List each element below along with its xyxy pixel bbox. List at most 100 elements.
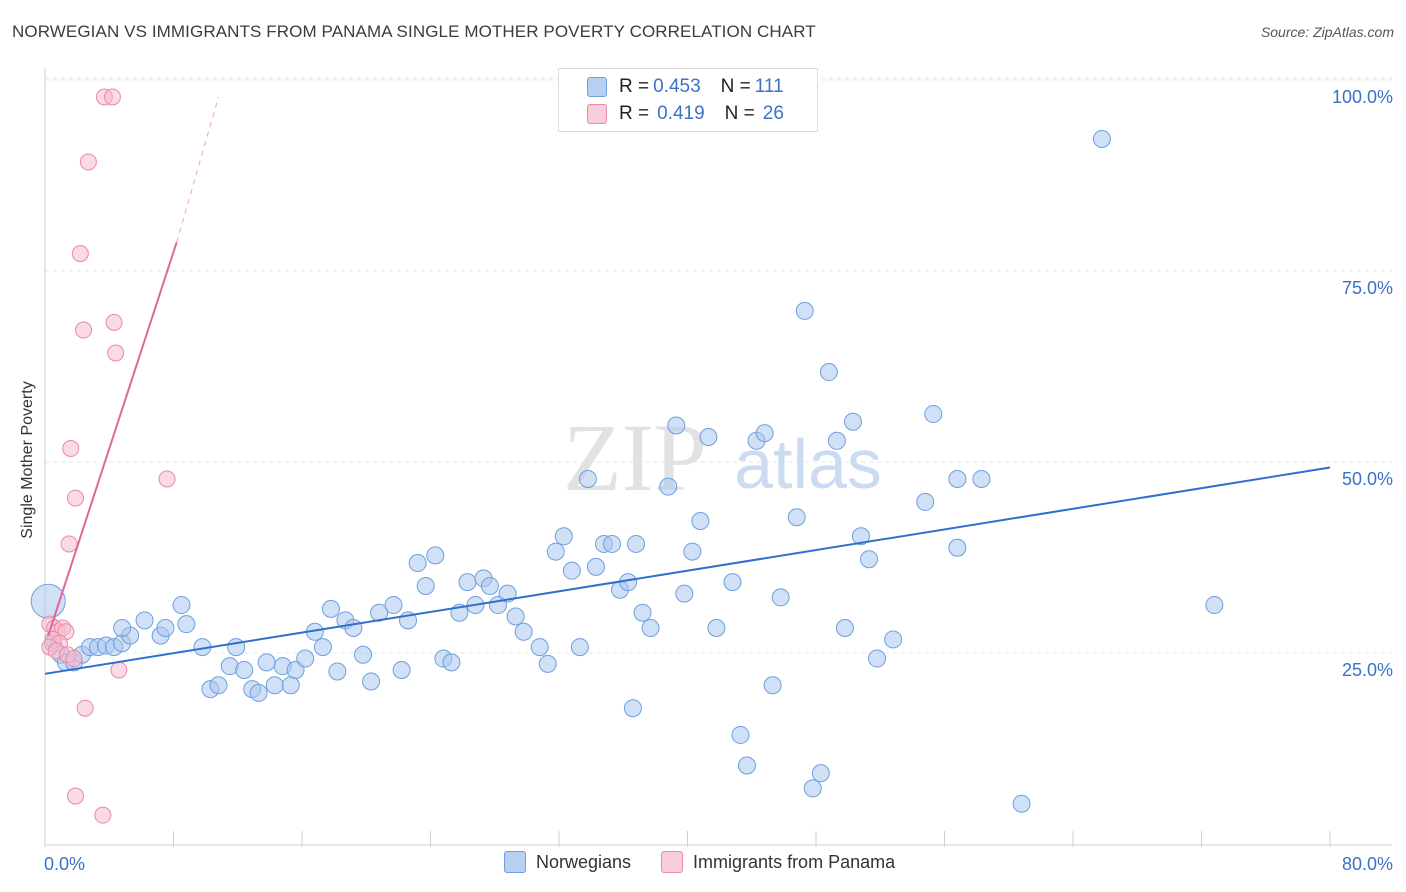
data-point-norwegian xyxy=(633,603,652,622)
trend-line-panama xyxy=(47,241,178,636)
data-point-panama xyxy=(105,313,123,331)
legend-r-value: 0.453 xyxy=(653,76,701,97)
data-point-norwegian xyxy=(498,584,517,603)
data-point-norwegian xyxy=(623,699,642,718)
data-point-norwegian xyxy=(723,573,742,592)
data-point-norwegian xyxy=(1092,130,1111,149)
data-point-norwegian xyxy=(296,649,315,668)
legend-item-norwegians[interactable]: Norwegians xyxy=(504,851,631,873)
data-point-norwegian xyxy=(972,470,991,488)
data-point-norwegian xyxy=(328,662,347,681)
data-point-norwegian xyxy=(235,661,254,679)
data-point-norwegian xyxy=(603,534,622,553)
legend-row-norwegians: R = 0.453 N = 111 xyxy=(587,74,784,100)
data-point-norwegian xyxy=(586,557,605,576)
data-point-panama xyxy=(75,321,93,339)
data-point-norwegian xyxy=(641,618,660,637)
x-tick-label: 0.0% xyxy=(44,854,85,874)
data-point-norwegian xyxy=(227,638,246,657)
data-point-norwegian xyxy=(384,596,403,615)
data-point-norwegian xyxy=(811,764,830,783)
data-point-norwegian xyxy=(843,412,862,431)
data-point-norwegian xyxy=(514,622,533,641)
data-point-norwegian xyxy=(562,561,581,580)
data-point-norwegian xyxy=(683,542,702,561)
legend-r-label: R = xyxy=(619,103,650,124)
panama-points xyxy=(41,88,176,824)
legend-label-panama: Immigrants from Panama xyxy=(693,851,896,872)
data-point-norwegian xyxy=(177,615,196,634)
data-point-norwegian xyxy=(851,527,870,546)
data-point-norwegian xyxy=(416,576,435,595)
data-point-norwegian xyxy=(265,676,284,695)
data-point-norwegian xyxy=(578,470,597,488)
data-point-norwegian xyxy=(530,638,549,657)
data-point-panama xyxy=(107,344,125,362)
data-point-norwegian xyxy=(554,527,573,546)
data-point-norwegian xyxy=(835,618,854,637)
legend-swatch-panama xyxy=(661,851,684,873)
legend-swatch-norwegians xyxy=(504,851,526,873)
source-credit: Source: ZipAtlas.com xyxy=(1260,24,1394,40)
y-tick-label: 25.0% xyxy=(1342,660,1393,680)
data-point-norwegian xyxy=(209,676,228,695)
data-point-norwegian xyxy=(506,607,525,626)
data-point-norwegian xyxy=(257,653,276,672)
data-point-norwegian xyxy=(707,618,726,637)
data-point-norwegian xyxy=(392,661,411,679)
y-tick-label: 50.0% xyxy=(1342,469,1393,489)
data-point-norwegian xyxy=(458,573,477,592)
legend-n-label: N = xyxy=(720,76,751,97)
data-point-norwegian xyxy=(948,470,967,488)
data-point-norwegian xyxy=(860,550,879,569)
data-point-norwegian xyxy=(737,756,756,775)
trend-line-panama-extension xyxy=(176,96,219,243)
data-point-norwegian xyxy=(771,588,790,607)
correlation-legend: R = 0.453 N = 111 R = 0.419 N = 26 xyxy=(558,68,818,132)
data-point-norwegian xyxy=(249,683,268,702)
data-point-norwegian xyxy=(344,618,363,637)
data-point-panama xyxy=(67,787,85,805)
data-point-norwegian xyxy=(948,538,967,557)
data-point-norwegian xyxy=(321,599,340,618)
data-point-norwegian xyxy=(408,554,427,573)
data-point-norwegian xyxy=(1205,596,1224,615)
series-legend: Norwegians Immigrants from Panama xyxy=(504,851,925,873)
legend-item-panama[interactable]: Immigrants from Panama xyxy=(661,851,895,873)
data-point-norwegian xyxy=(884,630,903,649)
data-point-panama xyxy=(76,699,94,717)
data-point-norwegian xyxy=(691,512,710,531)
data-point-norwegian xyxy=(442,653,461,672)
data-point-norwegian xyxy=(538,654,557,673)
watermark-zip: ZIP xyxy=(563,404,707,511)
data-point-norwegian xyxy=(787,508,806,527)
data-point-norwegian xyxy=(286,661,305,679)
data-point-norwegian xyxy=(755,424,774,443)
data-point-norwegian xyxy=(763,676,782,695)
data-point-norwegian xyxy=(570,638,589,657)
data-point-norwegian xyxy=(659,477,678,496)
tick-labels: 100.0% 75.0% 50.0% 25.0% 0.0% 80.0% xyxy=(44,87,1393,874)
legend-n-label: N = xyxy=(724,103,755,124)
data-point-panama xyxy=(65,650,83,668)
data-point-norwegian xyxy=(916,492,935,511)
data-point-norwegian xyxy=(1012,794,1031,813)
legend-r-label: R = xyxy=(619,76,650,97)
data-point-norwegian xyxy=(172,596,191,615)
trend-lines xyxy=(44,96,1331,675)
data-point-norwegian xyxy=(113,618,132,637)
data-point-norwegian xyxy=(795,301,814,320)
data-point-norwegian xyxy=(924,405,943,424)
legend-n-value: 111 xyxy=(754,76,784,97)
data-point-norwegian xyxy=(362,672,381,691)
chart-title: NORWEGIAN VS IMMIGRANTS FROM PANAMA SING… xyxy=(12,22,816,41)
data-point-norwegian xyxy=(868,649,887,668)
data-point-norwegian xyxy=(827,431,846,450)
legend-label-norwegians: Norwegians xyxy=(536,851,632,872)
data-point-panama xyxy=(79,153,97,171)
legend-r-value: 0.419 xyxy=(657,103,705,124)
data-point-norwegian xyxy=(426,546,445,565)
axes xyxy=(44,68,1392,847)
data-point-norwegian xyxy=(480,576,499,595)
